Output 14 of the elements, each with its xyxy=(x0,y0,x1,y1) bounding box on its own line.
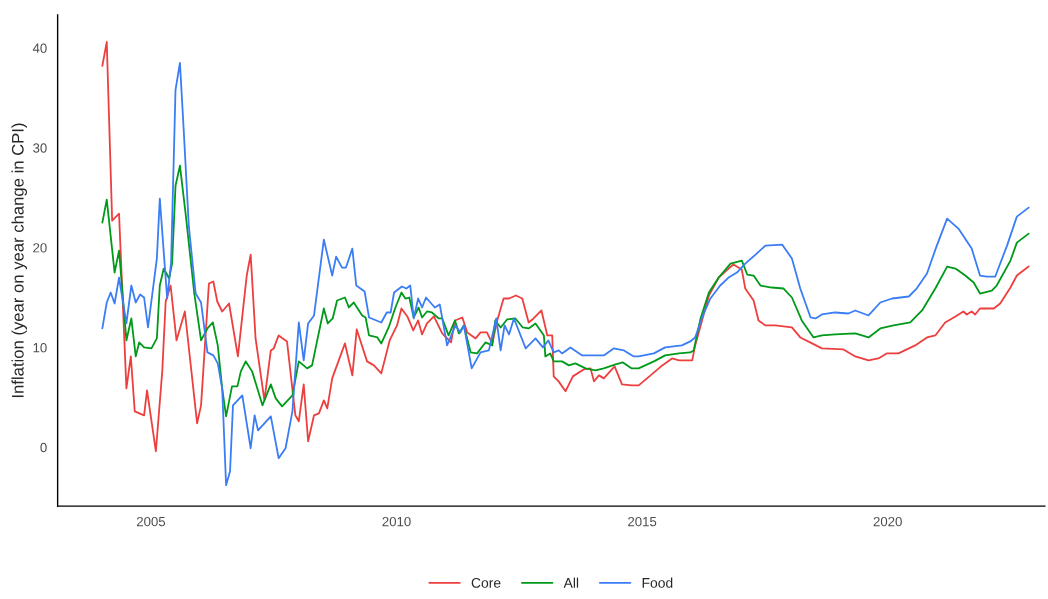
y-tick-label: 0 xyxy=(40,442,47,453)
x-tick-label: 2010 xyxy=(382,516,411,527)
x-tick-label: 2020 xyxy=(873,516,902,527)
y-tick-label: 20 xyxy=(33,243,47,253)
legend-label: Core xyxy=(471,577,501,588)
line-series xyxy=(101,164,1030,418)
x-tick-label: 2005 xyxy=(136,516,166,527)
legend-label: Food xyxy=(642,577,673,588)
legend-label: All xyxy=(563,577,579,588)
y-tick-label: 40 xyxy=(32,43,47,53)
x-tick-label: 2015 xyxy=(628,516,657,527)
y-tick-label: 10 xyxy=(33,342,47,353)
y-axis-title: Inflation (year on year change in CPI) xyxy=(11,123,27,398)
y-tick-label: 30 xyxy=(33,143,47,153)
